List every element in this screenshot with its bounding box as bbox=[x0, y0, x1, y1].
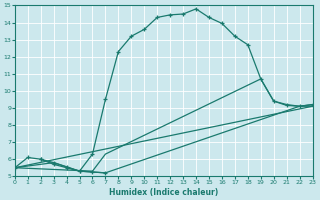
X-axis label: Humidex (Indice chaleur): Humidex (Indice chaleur) bbox=[109, 188, 218, 197]
